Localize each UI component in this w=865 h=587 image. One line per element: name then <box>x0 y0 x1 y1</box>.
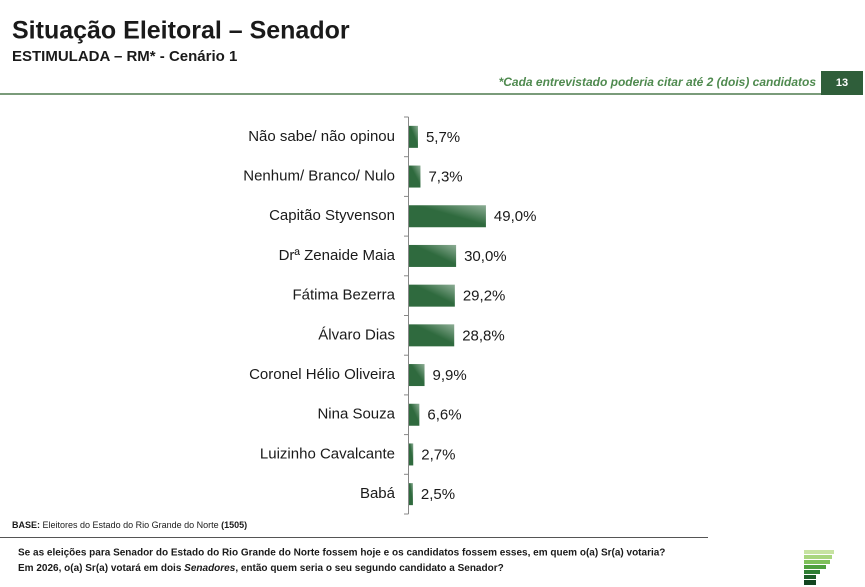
value-label: 2,5% <box>421 486 455 503</box>
base-label: BASE: <box>12 520 40 530</box>
base-n: (1505) <box>221 520 247 530</box>
category-label: Nenhum/ Branco/ Nulo <box>243 168 395 185</box>
base-text: Eleitores do Estado do Rio Grande do Nor… <box>43 520 219 530</box>
value-label: 2,7% <box>421 446 455 463</box>
value-label: 30,0% <box>464 248 507 265</box>
category-label: Álvaro Dias <box>318 326 395 343</box>
bar <box>409 443 414 466</box>
page-number: 13 <box>836 77 848 89</box>
bar <box>409 244 457 267</box>
value-label: 9,9% <box>433 367 467 384</box>
category-label: Fátima Bezerra <box>292 287 395 304</box>
value-label: 7,3% <box>428 169 462 186</box>
value-label: 29,2% <box>463 288 506 305</box>
value-label: 49,0% <box>494 208 537 225</box>
page-number-box <box>821 71 863 95</box>
category-label: Babá <box>360 485 396 502</box>
value-label: 5,7% <box>426 129 460 146</box>
bar <box>409 284 455 307</box>
question-line-2: Em 2026, o(a) Sr(a) votará em dois Senad… <box>18 563 504 574</box>
category-label: Luizinho Cavalcante <box>260 445 395 462</box>
category-label: Capitão Styvenson <box>269 207 395 224</box>
chart-subtitle: ESTIMULADA – RM* - Cenário 1 <box>12 48 237 65</box>
logo <box>804 550 834 585</box>
bar <box>409 324 455 347</box>
category-label: Coronel Hélio Oliveira <box>249 366 396 383</box>
value-label: 28,8% <box>462 327 505 344</box>
bar <box>409 165 421 188</box>
question-part: , então quem seria o seu segundo candida… <box>235 563 503 574</box>
bar <box>409 403 420 426</box>
bar <box>409 483 413 506</box>
bar <box>409 364 425 387</box>
bar <box>409 205 486 228</box>
question-part: Senadores <box>184 563 236 574</box>
bar <box>409 125 418 148</box>
base-note: BASE: Eleitores do Estado do Rio Grande … <box>12 520 247 530</box>
note: *Cada entrevistado poderia citar até 2 (… <box>499 75 817 89</box>
category-label: Não sabe/ não opinou <box>248 128 395 145</box>
question-part: Em 2026, o(a) Sr(a) votará em dois <box>18 563 184 574</box>
plot: Não sabe/ não opinou 5,7% Nenhum/ Branco/ … <box>243 116 537 515</box>
value-label: 6,6% <box>427 407 461 424</box>
chart-title: Situação Eleitoral – Senador <box>12 17 350 45</box>
category-label: Nina Souza <box>317 406 395 423</box>
category-label: Drª Zenaide Maia <box>279 247 396 264</box>
question-line-1: Se as eleições para Senador do Estado do… <box>18 548 665 559</box>
